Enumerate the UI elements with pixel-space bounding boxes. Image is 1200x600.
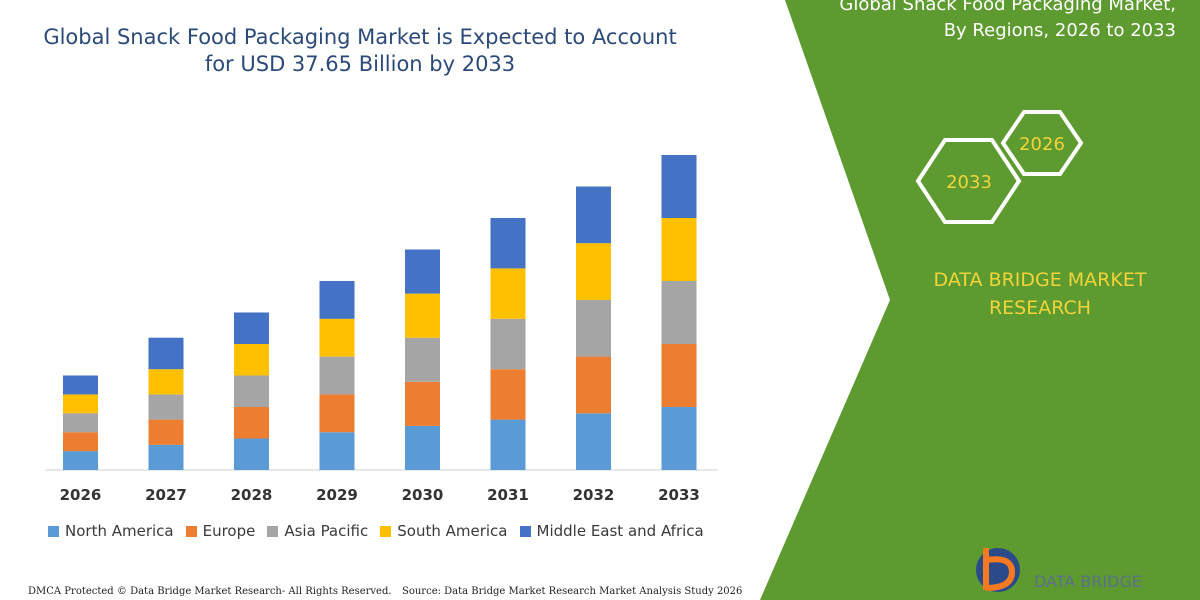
- footer-copyright: DMCA Protected © Data Bridge Market Rese…: [28, 586, 392, 597]
- logo-text: DATA BRIDGE: [1034, 572, 1142, 591]
- right-panel-title-line1: Global Snack Food Packaging Market,: [839, 0, 1176, 15]
- bar-segment-2028-north-america: [234, 438, 269, 470]
- hexagon-2033: [915, 138, 1022, 224]
- hexagon-label-2026: 2026: [1019, 134, 1065, 155]
- legend-item-asia-pacific: Asia Pacific: [267, 522, 368, 540]
- right-green-panel: [760, 0, 1200, 600]
- chart-title-line2: for USD 37.65 Billion by 2033: [204, 52, 516, 76]
- bars-group: [63, 155, 697, 470]
- bar-segment-2026-europe: [63, 432, 98, 452]
- legend-swatch: [380, 525, 392, 537]
- x-tick-label-2028: 2028: [231, 486, 273, 504]
- legend-swatch: [267, 525, 279, 537]
- brand-line1: DATA BRIDGE MARKET: [933, 269, 1147, 291]
- legend-item-south-america: South America: [380, 522, 508, 540]
- x-tick-label-2029: 2029: [316, 486, 358, 504]
- legend-swatch: [48, 525, 59, 537]
- x-tick-label-2026: 2026: [60, 486, 102, 504]
- x-tick-label-2032: 2032: [573, 486, 615, 504]
- logo-mark: [976, 548, 1020, 592]
- bar-segment-2031-asia-pacific: [490, 318, 526, 370]
- bar-segment-2032-south-america: [576, 243, 611, 300]
- legend-label: Middle East and Africa: [536, 522, 704, 540]
- footer-source: Source: Data Bridge Market Research Mark…: [402, 586, 743, 597]
- x-tick-label-2033: 2033: [658, 486, 700, 504]
- bar-segment-2028-middle-east-and-africa: [234, 312, 269, 344]
- legend-item-north-america: North America: [48, 522, 174, 540]
- x-tick-label-2031: 2031: [487, 486, 529, 504]
- x-tick-label-2027: 2027: [145, 486, 187, 504]
- bar-segment-2029-middle-east-and-africa: [319, 281, 355, 319]
- hexagon-label-2033: 2033: [946, 172, 992, 193]
- bar-segment-2028-asia-pacific: [234, 375, 269, 407]
- bar-segment-2032-asia-pacific: [576, 299, 611, 357]
- bar-segment-2027-europe: [148, 419, 184, 445]
- bar-segment-2032-middle-east-and-africa: [576, 186, 611, 244]
- bar-segment-2029-europe: [319, 394, 355, 433]
- bar-segment-2026-south-america: [63, 394, 98, 414]
- chart-title-line1: Global Snack Food Packaging Market is Ex…: [43, 25, 677, 49]
- bar-segment-2031-europe: [490, 369, 526, 420]
- chart-title: Global Snack Food Packaging Market is Ex…: [40, 24, 680, 78]
- bar-segment-2027-asia-pacific: [148, 394, 184, 420]
- bar-segment-2030-europe: [405, 381, 440, 426]
- legend-label: Europe: [202, 522, 256, 540]
- bar-segment-2030-north-america: [405, 425, 440, 470]
- legend-label: North America: [65, 522, 174, 540]
- legend-swatch: [519, 525, 531, 537]
- hexagon-2026: [1000, 110, 1084, 176]
- bar-segment-2029-south-america: [319, 318, 355, 357]
- legend-item-middle-east-and-africa: Middle East and Africa: [519, 522, 704, 540]
- bar-segment-2032-north-america: [576, 413, 611, 470]
- right-panel-title-line2: By Regions, 2026 to 2033: [943, 20, 1176, 41]
- bar-segment-2030-asia-pacific: [405, 337, 440, 382]
- bar-segment-2033-asia-pacific: [661, 281, 697, 344]
- bar-segment-2030-middle-east-and-africa: [405, 249, 440, 294]
- bar-segment-2027-middle-east-and-africa: [148, 337, 184, 370]
- bar-segment-2033-europe: [661, 344, 697, 407]
- bar-segment-2028-south-america: [234, 344, 269, 376]
- x-tick-label-2030: 2030: [402, 486, 444, 504]
- bar-segment-2030-south-america: [405, 293, 440, 338]
- bar-segment-2027-north-america: [148, 444, 184, 470]
- legend-label: Asia Pacific: [284, 522, 369, 540]
- bar-segment-2028-europe: [234, 407, 269, 439]
- legend-item-europe: Europe: [185, 522, 256, 540]
- legend-swatch: [185, 525, 197, 537]
- bar-segment-2031-south-america: [490, 268, 526, 319]
- bar-segment-2031-middle-east-and-africa: [490, 218, 526, 269]
- bar-segment-2033-north-america: [661, 407, 697, 470]
- bar-segment-2027-south-america: [148, 369, 184, 395]
- bar-segment-2029-asia-pacific: [319, 356, 355, 395]
- bar-segment-2031-north-america: [490, 419, 526, 470]
- bar-segment-2026-north-america: [63, 451, 98, 470]
- bar-segment-2033-middle-east-and-africa: [661, 155, 697, 218]
- right-panel-title: Global Snack Food Packaging Market, By R…: [756, 0, 1176, 44]
- bar-segment-2026-middle-east-and-africa: [63, 375, 98, 395]
- brand-line2: RESEARCH: [988, 297, 1092, 319]
- bar-segment-2032-europe: [576, 356, 611, 414]
- bar-segment-2033-south-america: [661, 218, 697, 281]
- brand-text: DATA BRIDGE MARKET RESEARCH: [905, 266, 1175, 322]
- bar-segment-2026-asia-pacific: [63, 413, 98, 433]
- bar-segment-2029-north-america: [319, 432, 355, 470]
- x-tick-labels: 2026 2027 2028 2029 2030 2031 2032 2033: [60, 486, 700, 504]
- chart-legend: North America Europe Asia Pacific South Ame…: [48, 522, 704, 540]
- legend-label: South America: [397, 522, 508, 540]
